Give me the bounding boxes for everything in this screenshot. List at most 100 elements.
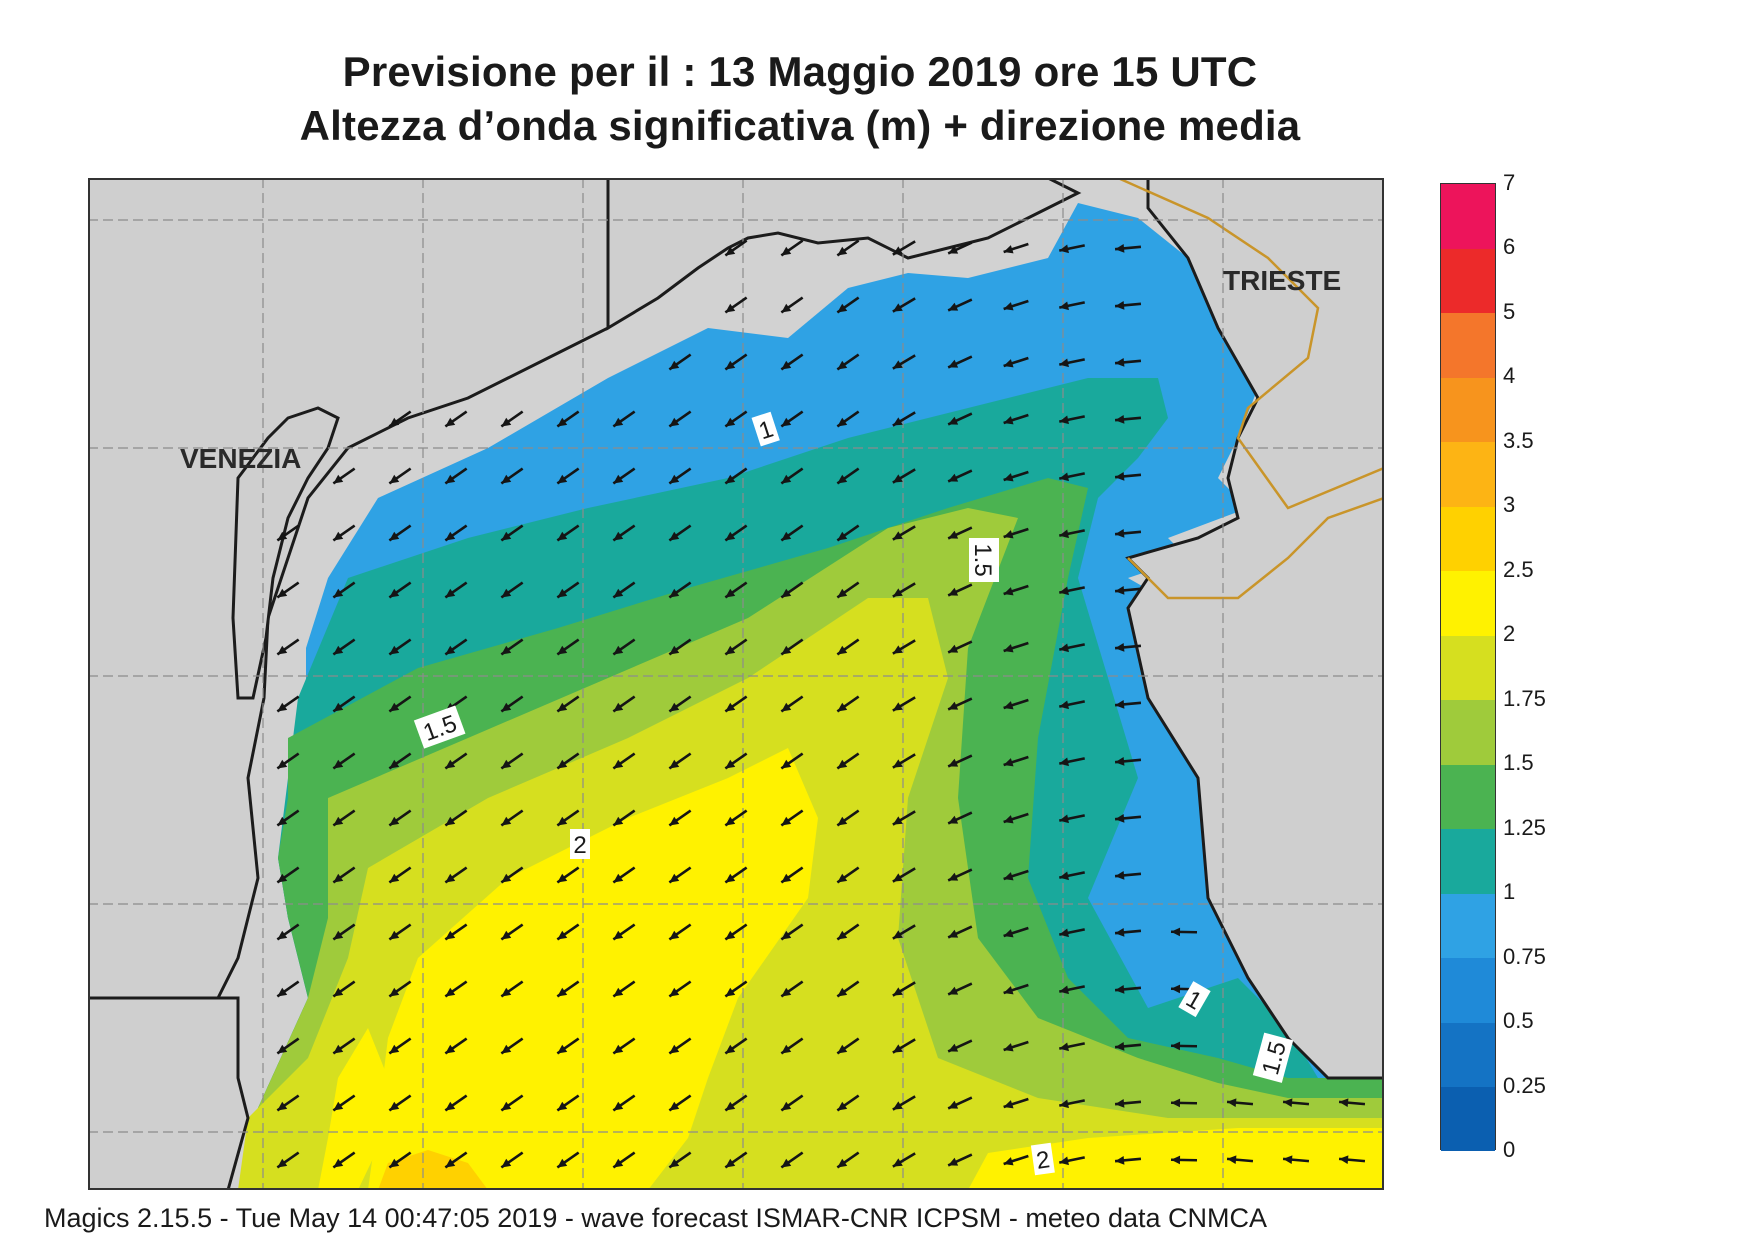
wave-direction-arrowhead xyxy=(557,1044,568,1054)
wave-direction-arrowhead xyxy=(1059,1042,1069,1052)
wave-direction-arrowhead xyxy=(1227,1098,1237,1107)
wave-direction-arrowhead xyxy=(1059,757,1069,767)
wave-direction-arrowhead xyxy=(948,473,959,482)
colorbar-tick-label: 7 xyxy=(1503,170,1516,195)
colorbar-tick-label: 1.5 xyxy=(1503,750,1534,776)
colorbar-swatch xyxy=(1441,828,1495,894)
wave-direction-arrowhead xyxy=(948,530,959,539)
wave-direction-arrowhead xyxy=(892,702,903,711)
wave-direction-arrowhead xyxy=(1059,472,1069,482)
wave-direction-arrowhead xyxy=(445,474,456,484)
wave-direction-arrowhead xyxy=(948,587,959,596)
wave-direction-arrowhead xyxy=(725,246,736,256)
map-frame xyxy=(88,178,1384,1190)
wave-direction-arrowhead xyxy=(1171,927,1181,937)
wave-direction-arrowhead xyxy=(837,246,848,256)
wave-direction-arrowhead xyxy=(445,816,456,826)
wave-direction-arrowhead xyxy=(892,1158,903,1167)
colorbar-swatch xyxy=(1441,570,1495,636)
svg-text:2: 2 xyxy=(573,832,586,859)
city-label-trieste: TRIESTE xyxy=(1223,265,1341,296)
wave-direction-arrowhead xyxy=(613,930,624,940)
wave-direction-arrowhead xyxy=(277,930,288,940)
wave-direction-arrowhead xyxy=(1003,1043,1014,1052)
wave-direction-arrowhead xyxy=(1003,245,1014,254)
wave-direction-arrowhead xyxy=(892,759,903,768)
wave-direction-arrowhead xyxy=(613,417,624,427)
wave-direction-arrowhead xyxy=(1115,415,1125,424)
land-venice-lagoon xyxy=(231,406,340,700)
wave-direction-arrowhead xyxy=(892,588,903,597)
wave-direction-arrowhead xyxy=(1115,643,1125,652)
wave-direction-arrowhead xyxy=(948,986,959,995)
wave-direction-arrowhead xyxy=(613,1101,624,1111)
wave-direction-arrowhead xyxy=(781,930,792,940)
wave-direction-arrowhead xyxy=(892,816,903,825)
wave-direction-arrowhead xyxy=(725,816,736,826)
wave-direction-arrowhead xyxy=(1171,984,1181,994)
colorbar-tick-label: 3 xyxy=(1503,492,1516,518)
wave-direction-arrowhead xyxy=(1059,643,1069,653)
wave-direction-arrowhead xyxy=(1003,701,1014,710)
wave-direction-arrowhead xyxy=(501,702,512,712)
wave-direction-arrowhead xyxy=(1059,1156,1069,1166)
wave-direction-arrowhead xyxy=(837,588,848,598)
wave-direction-arrowhead xyxy=(1115,358,1125,367)
wave-direction-arrowhead xyxy=(892,1101,903,1110)
land-italy-northwest xyxy=(88,178,610,1000)
wave-direction-arrowhead xyxy=(837,759,848,769)
wave-direction-arrowhead xyxy=(1003,587,1014,596)
wave-direction-arrowhead xyxy=(445,1044,456,1054)
wave-direction-arrowhead xyxy=(948,1157,959,1166)
wave-direction-arrowhead xyxy=(948,1043,959,1052)
wave-direction-arrowhead xyxy=(1003,302,1014,311)
wave-direction-arrowhead xyxy=(781,588,792,598)
wave-direction-arrowhead xyxy=(892,930,903,939)
wave-direction-arrowhead xyxy=(1115,757,1125,766)
wave-direction-arrowhead xyxy=(837,360,848,370)
wave-direction-arrowhead xyxy=(557,873,568,883)
wave-direction-arrowhead xyxy=(501,417,512,427)
wave-direction-arrowhead xyxy=(837,1044,848,1054)
wave-direction-arrowhead xyxy=(1003,986,1014,995)
colorbar-tick-label: 1.75 xyxy=(1503,685,1546,711)
colorbar-swatch xyxy=(1441,699,1495,765)
wave-direction-arrowhead xyxy=(389,987,400,997)
wave-direction-arrowhead xyxy=(669,1044,680,1054)
colorbar-swatch xyxy=(1441,764,1495,830)
wave-direction-arrowhead xyxy=(1115,301,1125,310)
wave-direction-arrowhead xyxy=(948,1100,959,1109)
wave-direction-arrowhead xyxy=(389,816,400,826)
wave-direction-arrowhead xyxy=(557,1101,568,1111)
wave-direction-arrowhead xyxy=(501,1158,512,1168)
wave-direction-arrowhead xyxy=(557,417,568,427)
wave-direction-arrowhead xyxy=(445,873,456,883)
colorbar-swatch xyxy=(1441,1086,1495,1152)
wave-direction-arrowhead xyxy=(725,873,736,883)
wave-direction-arrowhead xyxy=(501,873,512,883)
wave-direction-arrowhead xyxy=(613,588,624,598)
wave-direction-arrowhead xyxy=(1059,358,1069,368)
wave-direction-arrowhead xyxy=(557,987,568,997)
contour-label: 1 xyxy=(751,411,780,447)
colorbar-tick-label: 2 xyxy=(1503,621,1516,647)
wave-direction-arrowhead xyxy=(501,474,512,484)
wave-direction-arrowhead xyxy=(669,987,680,997)
wave-direction-arrowhead xyxy=(1115,814,1125,823)
map-title-line1: Previsione per il : 13 Maggio 2019 ore 1… xyxy=(342,48,1258,95)
wave-direction-arrowhead xyxy=(892,303,903,312)
wave-direction-arrowhead xyxy=(333,759,344,769)
wave-direction-arrowhead xyxy=(1283,1098,1293,1107)
wave-direction-arrowhead xyxy=(445,930,456,940)
wave-direction-arrowhead xyxy=(445,1158,456,1168)
land-north-coast xyxy=(606,178,1082,331)
wave-direction-arrowhead xyxy=(1003,758,1014,767)
wave-direction-arrowhead xyxy=(277,1158,288,1168)
wave-direction-arrowhead xyxy=(613,531,624,541)
wave-direction-arrowhead xyxy=(613,1044,624,1054)
wave-direction-arrowhead xyxy=(781,474,792,484)
wave-direction-arrowhead xyxy=(1003,359,1014,368)
wave-direction-arrowhead xyxy=(389,1101,400,1111)
wave-direction-arrowhead xyxy=(389,873,400,883)
wave-direction-arrowhead xyxy=(892,873,903,882)
